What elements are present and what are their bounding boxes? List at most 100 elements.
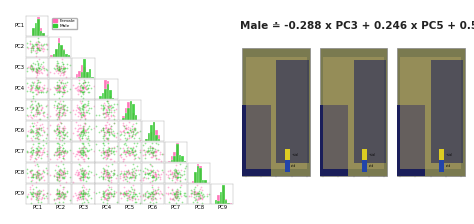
Point: [193, 190, 201, 194]
Point: [74, 157, 82, 161]
Point: [74, 88, 82, 91]
Point: [84, 156, 91, 159]
Point: [59, 92, 67, 96]
Point: [81, 102, 88, 106]
Point: [130, 187, 137, 191]
Point: [31, 69, 38, 73]
Point: [100, 195, 108, 199]
Point: [56, 120, 64, 123]
Point: [105, 173, 112, 176]
Point: [27, 109, 35, 112]
Point: [55, 64, 63, 67]
Point: [60, 196, 67, 200]
Point: [27, 84, 35, 88]
Point: [81, 192, 89, 196]
Point: [52, 65, 60, 68]
Point: [59, 107, 66, 110]
Bar: [284, 149, 290, 160]
Point: [101, 177, 109, 181]
Point: [75, 105, 82, 108]
Point: [145, 171, 153, 175]
Point: [109, 151, 116, 154]
Point: [76, 90, 84, 93]
Bar: [173, 152, 176, 162]
Point: [40, 151, 47, 154]
Point: [87, 147, 95, 151]
Point: [79, 87, 87, 90]
Point: [85, 106, 92, 110]
Point: [34, 175, 41, 178]
Y-axis label: PC5: PC5: [15, 107, 25, 112]
Point: [118, 130, 125, 134]
Point: [27, 129, 35, 132]
Point: [55, 88, 63, 92]
Point: [129, 131, 137, 134]
Point: [148, 175, 156, 179]
Point: [148, 146, 155, 149]
Point: [128, 133, 136, 137]
Point: [100, 195, 108, 199]
Point: [36, 104, 43, 108]
Bar: [135, 115, 137, 120]
Point: [134, 164, 141, 168]
Point: [178, 195, 185, 198]
Point: [35, 86, 43, 89]
Point: [23, 133, 31, 136]
Point: [78, 106, 85, 110]
Point: [100, 127, 107, 131]
Bar: [104, 89, 107, 99]
Point: [173, 171, 180, 175]
Point: [187, 192, 195, 196]
Point: [34, 45, 41, 49]
Point: [80, 185, 88, 188]
Point: [148, 152, 156, 155]
X-axis label: PC8: PC8: [194, 205, 204, 210]
Point: [54, 175, 61, 179]
Point: [81, 116, 89, 120]
Point: [167, 172, 175, 176]
Point: [150, 175, 157, 179]
Point: [166, 170, 173, 173]
Point: [106, 126, 113, 129]
Point: [53, 191, 61, 195]
Point: [134, 197, 141, 201]
Point: [147, 150, 155, 153]
Point: [150, 193, 157, 196]
Point: [55, 200, 63, 204]
Point: [67, 87, 74, 91]
Point: [121, 152, 128, 155]
Point: [29, 124, 36, 127]
Point: [24, 129, 32, 133]
Point: [121, 192, 128, 195]
Point: [35, 171, 42, 175]
Point: [122, 191, 129, 195]
Point: [173, 164, 180, 167]
Point: [53, 104, 61, 108]
Point: [29, 142, 37, 146]
Point: [125, 136, 133, 140]
Point: [60, 72, 68, 76]
Point: [62, 75, 69, 79]
X-axis label: PC9: PC9: [217, 205, 228, 210]
Point: [29, 129, 36, 132]
Point: [27, 127, 35, 131]
Point: [100, 168, 108, 172]
Point: [55, 129, 63, 132]
Point: [55, 174, 63, 178]
Point: [81, 121, 89, 125]
Bar: [439, 160, 444, 172]
Point: [34, 43, 41, 46]
Point: [170, 196, 177, 200]
Point: [103, 170, 111, 174]
Point: [152, 153, 160, 157]
Point: [145, 168, 152, 172]
Point: [99, 112, 107, 116]
Point: [34, 68, 41, 72]
Point: [76, 192, 84, 196]
Point: [156, 196, 164, 200]
Point: [193, 191, 201, 194]
Point: [151, 193, 158, 196]
Point: [107, 180, 115, 184]
Point: [117, 191, 124, 194]
Point: [56, 66, 64, 69]
